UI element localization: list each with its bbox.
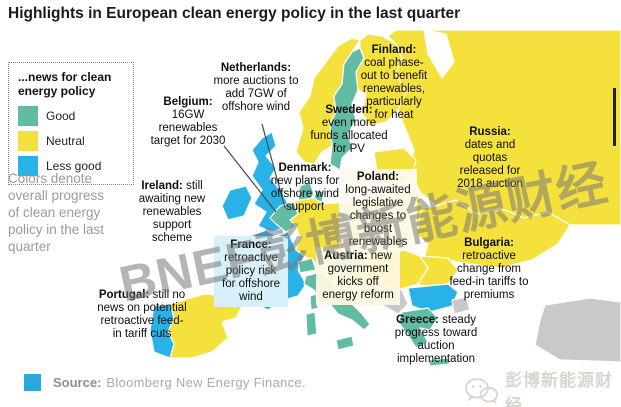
map-country-sardinia [305, 311, 318, 337]
annotation-russia: Russia: dates and quotas released for 20… [454, 126, 526, 191]
source-row: Source: Bloomberg New Energy Finance. [24, 374, 306, 391]
annotation-ireland-country: Ireland: [141, 180, 183, 192]
legend-title: ...news for clean energy policy [18, 70, 112, 99]
annotation-belgium-country: Belgium: [163, 96, 213, 108]
map-country-bulgaria [407, 283, 459, 313]
legend-item-less-good: Less good [18, 155, 126, 176]
annotation-denmark-text: new plans for offshore wind support [270, 174, 340, 213]
annotation-portugal-country: Portugal: [98, 289, 150, 301]
annotation-ireland-text: still awaiting new renewables support sc… [138, 180, 206, 244]
map-legend: ...news for clean energy policy Good Neu… [8, 62, 134, 185]
map-country-crete [427, 357, 451, 367]
annotation-netherlands-text: more auctions to add 7GW of offshore win… [213, 74, 299, 113]
bottom-right-watermark: 彭博新能源财经 [464, 366, 621, 407]
color-note: Colors denote overall progress of clean … [8, 171, 105, 254]
annotation-greece: Greece: steady progress toward auction i… [390, 314, 482, 366]
annotation-russia-country: Russia: [469, 126, 511, 138]
annotation-denmark-country: Denmark: [278, 162, 332, 174]
map-country-turkey-thrace [451, 296, 471, 315]
map-sea-notch [423, 29, 455, 79]
legend-label-less-good: Less good [46, 158, 102, 173]
legend-swatch-less-good [18, 155, 38, 176]
annotation-austria: Austria: new government kicks off energy… [316, 247, 400, 305]
legend-label-good: Good [46, 108, 76, 123]
map-country-finland [355, 33, 407, 127]
annotation-austria-country: Austria: [324, 250, 368, 262]
legend-label-neutral: Neutral [46, 133, 85, 148]
annotation-greece-text: steady progress toward auction implement… [394, 314, 478, 365]
map-country-ukraine [415, 199, 571, 269]
annotation-poland-text: long-awaited legislative changes to boos… [345, 183, 411, 248]
map-country-denmark-isles [313, 189, 325, 203]
right-edge-mark [613, 88, 616, 146]
annotation-greece-country: Greece: [396, 314, 439, 326]
legend-swatch-neutral [18, 130, 38, 151]
annotation-bulgaria: Bulgaria: retroactive change from feed-i… [446, 237, 532, 302]
legend-item-neutral: Neutral [18, 130, 126, 151]
annotation-portugal-text: still no news on potential retroactive f… [97, 289, 187, 340]
annotation-poland-country: Poland: [356, 171, 400, 183]
annotation-france: France: retroactive policy risk for offs… [214, 236, 288, 307]
annotation-belgium: Belgium: 16GW renewables target for 2030 [146, 96, 230, 148]
annotation-finland: Finland: coal phase-out to benefit renew… [360, 44, 428, 122]
annotation-poland: Poland: long-awaited legislative changes… [339, 169, 417, 251]
annotation-pointer-line-netherlands [261, 123, 286, 209]
wechat-icon [464, 378, 499, 404]
annotation-portugal: Portugal: still no news on potential ret… [96, 289, 188, 341]
annotation-france-country: France: [230, 239, 272, 251]
annotation-pointer-line-belgium [223, 145, 277, 213]
map-country-ireland [221, 185, 253, 221]
annotation-sweden: Sweden: even more funds allocated for PV [309, 104, 389, 156]
map-country-sicily [335, 335, 355, 351]
bottom-right-watermark-text: 彭博新能源财经 [504, 371, 613, 407]
annotation-sweden-text: even more funds allocated for PV [310, 116, 388, 155]
annotation-finland-country: Finland: [371, 44, 417, 56]
annotation-austria-text: new government kicks off energy reform [322, 250, 394, 301]
annotation-sweden-country: Sweden: [325, 104, 373, 116]
source-label: Source: [53, 375, 102, 390]
page-title: Highlights in European clean energy poli… [8, 5, 461, 22]
map-country-greece [397, 307, 439, 349]
annotation-russia-text: dates and quotas released for 2018 aucti… [457, 138, 523, 190]
legend-swatch-good [18, 105, 38, 126]
annotation-netherlands: Netherlands: more auctions to add 7GW of… [213, 62, 299, 114]
annotation-denmark: Denmark: new plans for offshore wind sup… [265, 162, 345, 214]
source-text: Bloomberg New Energy Finance. [106, 375, 306, 390]
annotation-ireland: Ireland: still awaiting new renewables s… [133, 180, 211, 245]
legend-item-good: Good [18, 105, 126, 126]
map-country-turkey [534, 297, 621, 363]
map-country-portugal [149, 303, 175, 359]
annotation-finland-text: coal phase-out to benefit renewables, pa… [360, 56, 428, 121]
annotation-bulgaria-text: retroactive change from feed-in tariffs … [449, 249, 529, 301]
annotation-netherlands-country: Netherlands: [220, 62, 292, 74]
annotation-france-text: retroactive policy risk for offshore win… [222, 251, 280, 303]
annotation-bulgaria-country: Bulgaria: [464, 237, 514, 249]
annotation-belgium-text: 16GW renewables target for 2030 [150, 108, 226, 147]
source-bullet-icon [24, 374, 41, 391]
